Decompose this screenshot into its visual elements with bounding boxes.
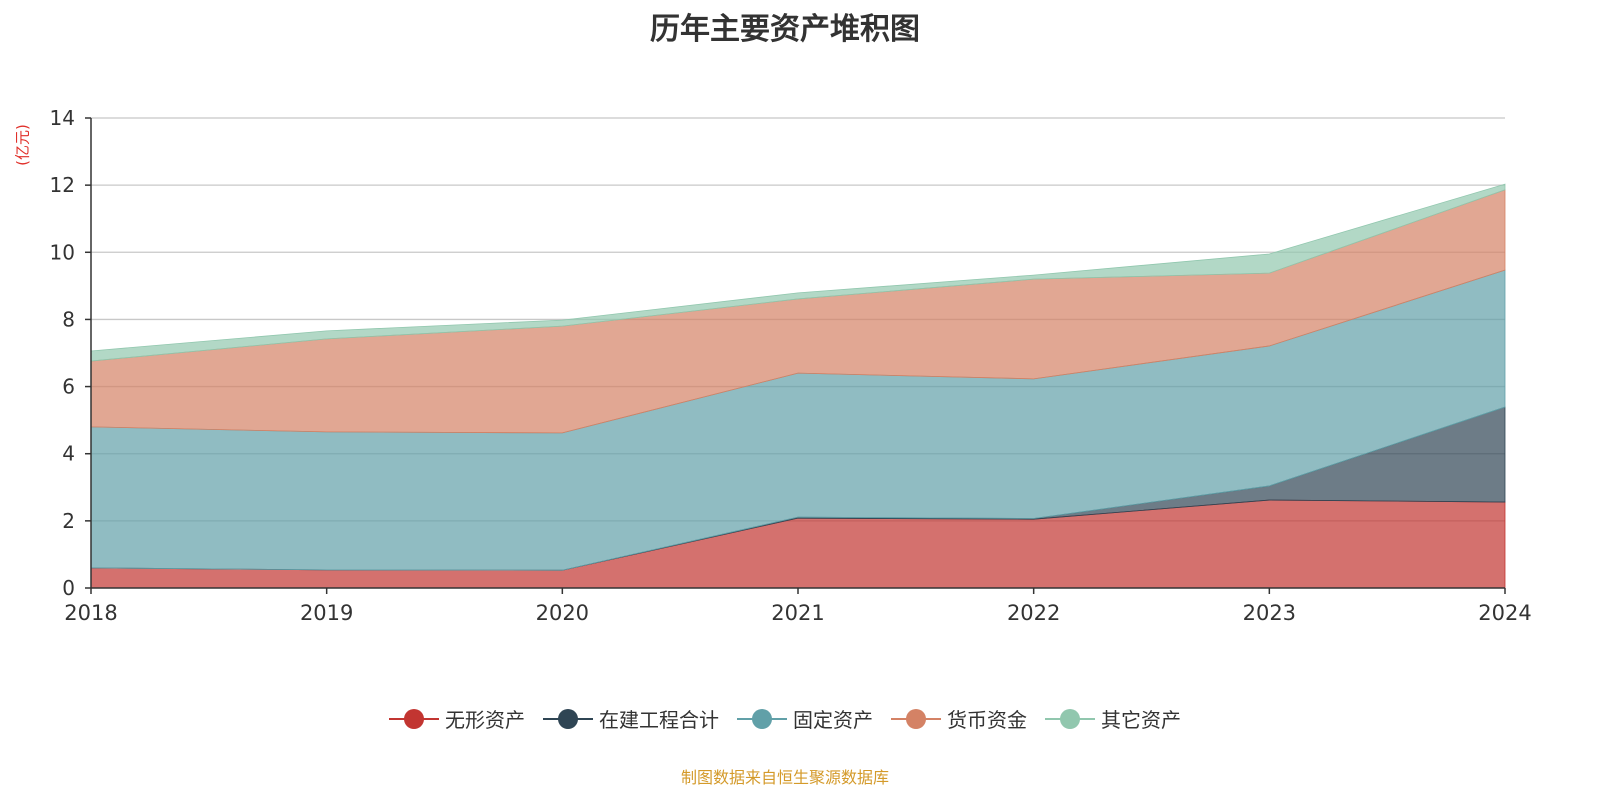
legend-marker-icon [543, 708, 593, 729]
x-tick-label: 2018 [64, 601, 117, 625]
legend-item[interactable]: 货币资金 [891, 704, 1027, 733]
legend-item[interactable]: 在建工程合计 [543, 704, 719, 733]
x-tick-label: 2019 [300, 601, 353, 625]
y-tick-label: 4 [62, 442, 75, 466]
y-tick-label: 10 [50, 240, 75, 264]
y-tick-label: 12 [50, 173, 75, 197]
legend-item[interactable]: 其它资产 [1045, 704, 1181, 733]
legend-label: 无形资产 [445, 708, 525, 732]
legend-label: 其它资产 [1101, 708, 1181, 732]
y-tick-label: 8 [62, 307, 75, 331]
legend-label: 货币资金 [947, 708, 1027, 732]
x-tick-label: 2023 [1243, 601, 1296, 625]
y-tick-label: 6 [62, 375, 75, 399]
x-tick-label: 2024 [1478, 601, 1531, 625]
chart-title: 历年主要资产堆积图 [650, 12, 920, 47]
source-note: 制图数据来自恒生聚源数据库 [680, 768, 889, 787]
x-tick-label: 2022 [1007, 601, 1060, 625]
area-series-4 [90, 183, 1506, 362]
y-tick-label: 0 [62, 576, 75, 600]
legend-marker-icon [737, 708, 787, 729]
legend-label: 固定资产 [793, 708, 873, 732]
x-tick-label: 2020 [536, 601, 589, 625]
y-tick-label: 14 [50, 106, 75, 130]
legend-item[interactable]: 固定资产 [737, 704, 873, 733]
legend-marker-icon [389, 708, 439, 729]
legend: 无形资产 在建工程合计 固定资产 货币资金 其它资产 [0, 704, 1570, 733]
y-tick-label: 2 [62, 509, 75, 533]
legend-label: 在建工程合计 [599, 708, 719, 732]
legend-item[interactable]: 无形资产 [389, 704, 525, 733]
legend-marker-icon [1045, 708, 1095, 729]
legend-marker-icon [891, 708, 941, 729]
x-tick-label: 2021 [771, 601, 824, 625]
plot-area: 0 2 4 6 8 10 12 14 2018 2019 2020 2021 2022 2023 2024 [50, 106, 1532, 625]
